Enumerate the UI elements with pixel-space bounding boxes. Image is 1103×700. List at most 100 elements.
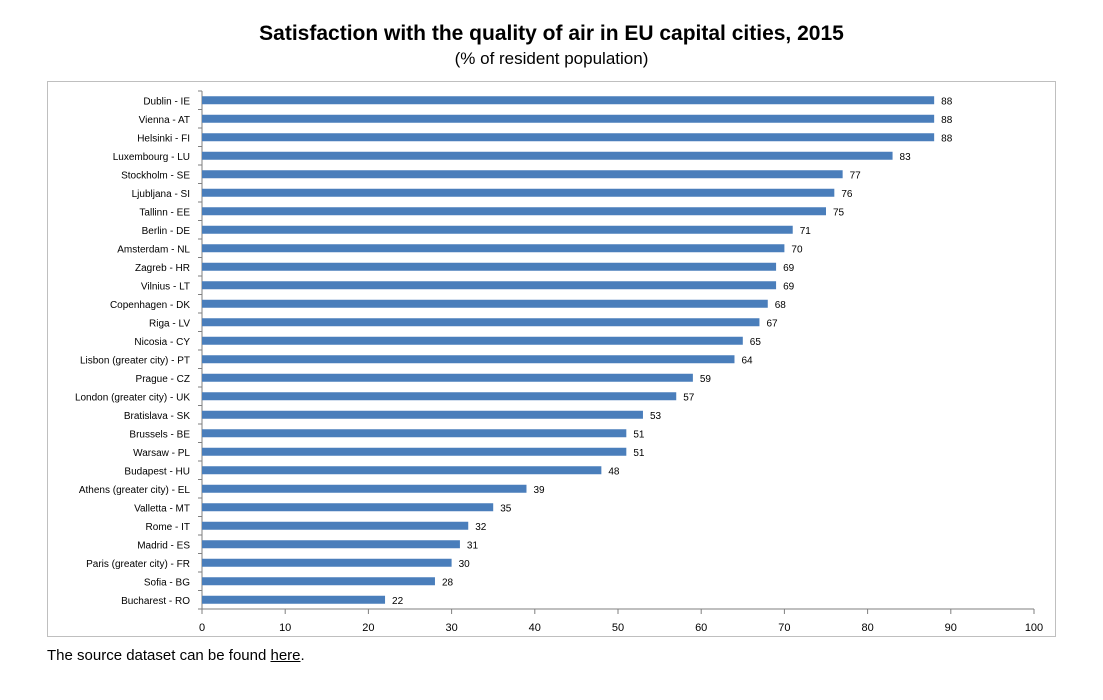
- bar: [202, 318, 760, 327]
- x-tick-label: 60: [695, 622, 707, 634]
- source-note: The source dataset can be found here.: [47, 647, 305, 664]
- bar: [202, 207, 826, 216]
- category-label: Luxembourg - LU: [113, 152, 190, 163]
- x-tick-label: 50: [612, 622, 624, 634]
- bar: [202, 262, 777, 271]
- category-label: London (greater city) - UK: [75, 392, 190, 403]
- data-label: 69: [783, 281, 795, 292]
- category-label: Tallinn - EE: [139, 207, 190, 218]
- data-label: 22: [392, 596, 404, 607]
- data-label: 32: [475, 522, 487, 533]
- data-label: 28: [442, 577, 454, 588]
- bar: [202, 225, 793, 234]
- category-label: Copenhagen - DK: [110, 300, 190, 311]
- data-label: 67: [766, 318, 778, 329]
- x-tick-label: 40: [529, 622, 541, 634]
- data-label: 71: [800, 226, 812, 237]
- data-label: 48: [608, 466, 620, 477]
- category-label: Berlin - DE: [142, 226, 191, 237]
- data-label: 88: [941, 115, 953, 126]
- data-label: 76: [841, 189, 853, 200]
- bar: [202, 151, 893, 160]
- bar-chart: 0 10 20 30 40 50 60 70 80 90 100 Dublin - IE 88 Vienn…: [75, 90, 1043, 634]
- category-label: Madrid - ES: [137, 540, 190, 551]
- data-label: 57: [683, 392, 695, 403]
- data-label: 83: [900, 152, 912, 163]
- category-label: Valletta - MT: [134, 503, 190, 514]
- data-label: 65: [750, 337, 762, 348]
- category-label: Athens (greater city) - EL: [79, 485, 191, 496]
- data-label: 51: [633, 429, 645, 440]
- category-label: Sofia - BG: [144, 577, 190, 588]
- category-label: Paris (greater city) - FR: [86, 559, 190, 570]
- bar: [202, 355, 735, 364]
- data-label: 88: [941, 133, 953, 144]
- bar: [202, 188, 835, 197]
- bar: [202, 133, 935, 142]
- category-label: Warsaw - PL: [133, 448, 190, 459]
- bar: [202, 595, 386, 604]
- bar: [202, 373, 693, 382]
- source-dataset-link[interactable]: here: [270, 647, 301, 664]
- x-tick-label: 10: [279, 622, 291, 634]
- category-label: Bucharest - RO: [121, 596, 190, 607]
- bar: [202, 244, 785, 253]
- x-tick-label: 80: [861, 622, 873, 634]
- category-label: Budapest - HU: [124, 466, 190, 477]
- data-label: 75: [833, 207, 845, 218]
- data-label: 77: [850, 170, 862, 181]
- category-label: Vilnius - LT: [141, 281, 190, 292]
- category-label: Brussels - BE: [129, 429, 190, 440]
- category-label: Riga - LV: [149, 318, 190, 329]
- bar: [202, 299, 768, 308]
- category-label: Ljubljana - SI: [132, 189, 190, 200]
- data-label: 64: [741, 355, 753, 366]
- bar: [202, 521, 469, 530]
- bar: [202, 336, 743, 345]
- data-label: 53: [650, 411, 662, 422]
- category-label: Bratislava - SK: [124, 411, 190, 422]
- bar: [202, 577, 435, 586]
- bar: [202, 484, 527, 493]
- category-label: Nicosia - CY: [134, 337, 190, 348]
- data-label: 30: [459, 559, 471, 570]
- data-label: 31: [467, 540, 479, 551]
- category-label: Vienna - AT: [139, 115, 190, 126]
- bar: [202, 447, 627, 456]
- bar: [202, 558, 452, 567]
- category-label: Amsterdam - NL: [117, 244, 190, 255]
- source-note-text: The source dataset can be found: [47, 647, 271, 664]
- data-label: 39: [533, 485, 545, 496]
- data-label: 68: [775, 300, 787, 311]
- category-label: Rome - IT: [146, 522, 190, 533]
- data-label: 88: [941, 96, 953, 107]
- data-label: 70: [791, 244, 803, 255]
- category-label: Dublin - IE: [143, 96, 190, 107]
- x-tick-label: 90: [945, 622, 957, 634]
- x-tick-label: 70: [778, 622, 790, 634]
- bar: [202, 466, 602, 475]
- bar: [202, 410, 643, 419]
- chart-subtitle: (% of resident population): [454, 49, 649, 68]
- data-label: 51: [633, 448, 645, 459]
- x-tick-label: 30: [445, 622, 457, 634]
- bar: [202, 540, 460, 549]
- source-note-end: .: [300, 647, 305, 664]
- category-label: Helsinki - FI: [137, 133, 190, 144]
- category-label: Stockholm - SE: [121, 170, 190, 181]
- chart-frame: 0 10 20 30 40 50 60 70 80 90 100 Dublin - IE 88 Vienn…: [47, 81, 1056, 637]
- bar: [202, 429, 627, 438]
- category-label: Zagreb - HR: [135, 263, 190, 274]
- data-label: 59: [700, 374, 712, 385]
- x-tick-label: 100: [1025, 622, 1043, 634]
- bar: [202, 114, 935, 123]
- bar: [202, 392, 677, 401]
- bar: [202, 281, 777, 290]
- data-label: 69: [783, 263, 795, 274]
- category-label: Prague - CZ: [136, 374, 190, 385]
- bar: [202, 170, 843, 179]
- data-label: 35: [500, 503, 512, 514]
- category-label: Lisbon (greater city) - PT: [80, 355, 190, 366]
- x-tick-label: 0: [199, 622, 205, 634]
- chart-title: Satisfaction with the quality of air in …: [259, 22, 844, 45]
